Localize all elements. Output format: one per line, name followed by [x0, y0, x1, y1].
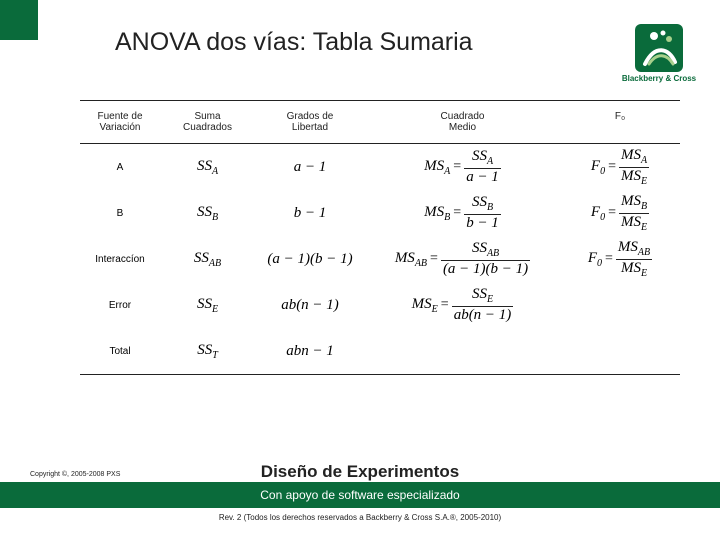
cell-f: F0=MSABMSE — [560, 240, 680, 279]
footer-subtitle: Con apoyo de software especializado — [260, 488, 459, 502]
footer-smallprint: Rev. 2 (Todos los derechos reservados a … — [0, 513, 720, 522]
cell-f: F0=MSBMSE — [560, 194, 680, 233]
cell-ss: SST — [160, 342, 255, 361]
page-title: ANOVA dos vías: Tabla Sumaria — [115, 28, 473, 57]
cell-f: F0=MSAMSE — [560, 148, 680, 187]
cell-ms: MSAB=SSAB(a − 1)(b − 1) — [365, 241, 560, 277]
table-row: InteraccíonSSAB(a − 1)(b − 1)MSAB=SSAB(a… — [80, 236, 680, 282]
cell-df: ab(n − 1) — [255, 297, 365, 314]
cell-source: A — [80, 162, 160, 173]
copyright: Copyright ©, 2005-2008 PXS — [30, 471, 120, 478]
cell-source: B — [80, 208, 160, 219]
header-source: Fuente de Variación — [80, 111, 160, 133]
table-row: TotalSSTabn − 1 — [80, 328, 680, 374]
cell-source: Total — [80, 346, 160, 357]
rule-bottom — [80, 374, 680, 375]
cell-df: b − 1 — [255, 205, 365, 222]
accent-stripe — [0, 0, 38, 40]
cell-source: Interaccíon — [80, 254, 160, 265]
cell-ss: SSAB — [160, 250, 255, 269]
cell-ss: SSA — [160, 158, 255, 177]
table-row: ErrorSSEab(n − 1)MSE=SSEab(n − 1) — [80, 282, 680, 328]
cell-df: (a − 1)(b − 1) — [255, 251, 365, 268]
cell-df: abn − 1 — [255, 343, 365, 360]
anova-table: Fuente de Variación Suma Cuadrados Grado… — [80, 100, 680, 375]
brand-logo: Blackberry & Cross — [616, 24, 702, 83]
logo-icon — [635, 24, 683, 72]
table-row: BSSBb − 1MSB=SSBb − 1F0=MSBMSE — [80, 190, 680, 236]
rule-top — [80, 100, 680, 101]
cell-ss: SSE — [160, 296, 255, 315]
cell-source: Error — [80, 300, 160, 311]
brand-name: Blackberry & Cross — [616, 74, 702, 83]
header-df: Grados de Libertad — [255, 111, 365, 133]
footer-band: Con apoyo de software especializado — [0, 482, 720, 508]
cell-ms: MSA=SSAa − 1 — [365, 149, 560, 185]
cell-df: a − 1 — [255, 159, 365, 176]
cell-ms: MSE=SSEab(n − 1) — [365, 287, 560, 323]
cell-ss: SSB — [160, 204, 255, 223]
cell-ms: MSB=SSBb − 1 — [365, 195, 560, 231]
header-f: F₀ — [560, 111, 680, 133]
header-ms: Cuadrado Medio — [365, 111, 560, 133]
table-row: ASSAa − 1MSA=SSAa − 1F0=MSAMSE — [80, 144, 680, 190]
table-header-row: Fuente de Variación Suma Cuadrados Grado… — [80, 105, 680, 143]
header-ss: Suma Cuadrados — [160, 111, 255, 133]
